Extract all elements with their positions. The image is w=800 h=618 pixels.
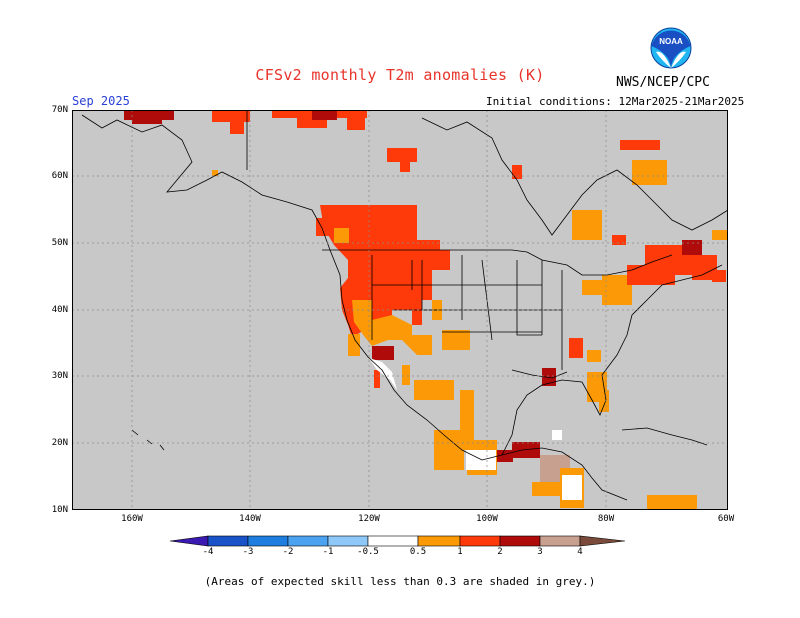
lon-label: 80W [597, 514, 615, 524]
legend-swatch [499, 535, 541, 547]
lat-label: 20N [51, 438, 68, 448]
neutral-areas [369, 358, 582, 500]
lat-label: 30N [51, 371, 68, 381]
legend-swatch [327, 535, 369, 547]
legend-label: 2 [497, 547, 503, 557]
lon-label: 100W [476, 514, 498, 524]
legend-swatch [287, 535, 329, 547]
lat-label: 70N [51, 105, 68, 115]
lon-label: 60W [717, 514, 735, 524]
logo-text: NOAA [659, 37, 683, 46]
legend-label: -0.5 [357, 547, 379, 557]
lon-label: 140W [239, 514, 261, 524]
legend-label: -4 [202, 547, 214, 557]
forecast-month: Sep 2025 [72, 94, 130, 108]
legend-label: 0.5 [409, 547, 427, 557]
map-title: CFSv2 monthly T2m anomalies (K) [255, 66, 545, 84]
graticule [72, 110, 728, 510]
agency-label: NWS/NCEP/CPC [616, 75, 710, 90]
legend-label: -2 [282, 547, 294, 557]
color-legend [170, 535, 626, 547]
noaa-logo-icon: NOAA [650, 27, 692, 69]
lon-label: 120W [358, 514, 380, 524]
initial-conditions: Initial conditions: 12Mar2025-21Mar2025 [486, 95, 745, 108]
legend-swatch [539, 535, 581, 547]
legend-swatch [579, 535, 626, 547]
legend-label: -3 [242, 547, 254, 557]
legend-label: 4 [577, 547, 583, 557]
legend-swatch [367, 535, 419, 547]
lat-label: 60N [51, 171, 68, 181]
legend-swatch [247, 535, 289, 547]
legend-label: 3 [537, 547, 543, 557]
lat-label: 50N [51, 238, 68, 248]
legend-swatch [170, 535, 209, 547]
lat-label: 10N [51, 505, 68, 515]
legend-swatch [207, 535, 249, 547]
legend-label: -1 [322, 547, 334, 557]
legend-label: 1 [457, 547, 463, 557]
anomaly-patches [124, 110, 728, 510]
skill-note: (Areas of expected skill less than 0.3 a… [204, 575, 596, 588]
lat-label: 40N [51, 305, 68, 315]
legend-swatch [417, 535, 461, 547]
legend-swatch [459, 535, 501, 547]
anomaly-map [72, 110, 728, 510]
lon-label: 160W [121, 514, 143, 524]
